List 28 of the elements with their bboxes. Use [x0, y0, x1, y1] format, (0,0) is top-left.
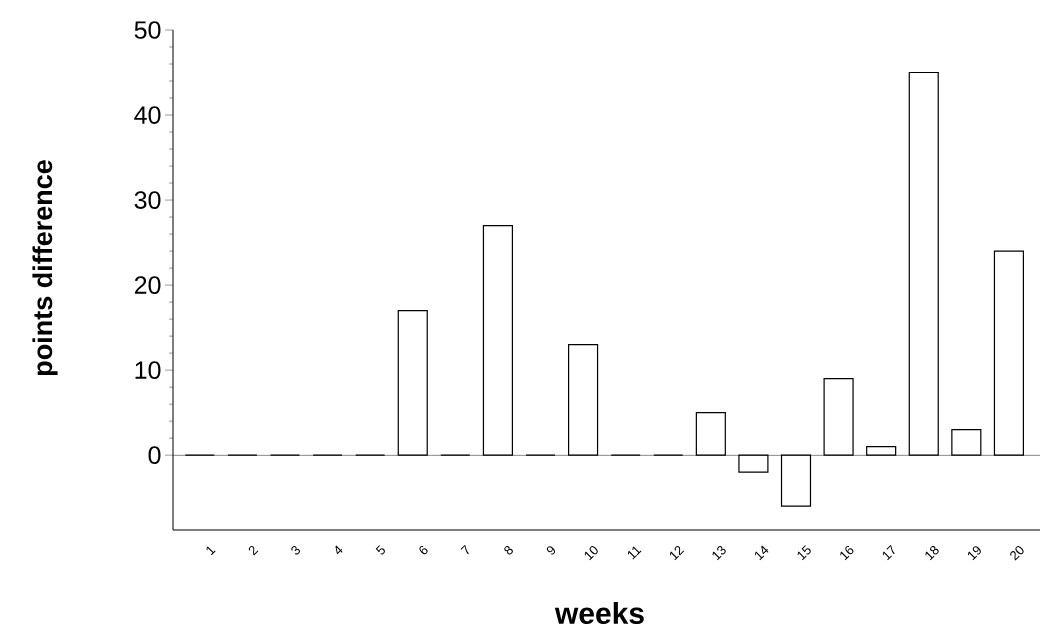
y-tick-label: 40 [134, 106, 161, 124]
x-tick-label: 13 [712, 545, 726, 561]
x-tick-label: 17 [882, 544, 895, 561]
x-tick-label: 6 [419, 545, 428, 555]
x-axis-title: weeks [554, 601, 644, 625]
x-tick-label: 12 [669, 545, 685, 561]
y-tick-label: 10 [135, 361, 161, 379]
x-tick-label: 9 [546, 546, 556, 555]
x-tick-label: 15 [797, 545, 811, 561]
x-tick-label: 16 [840, 545, 854, 561]
y-axis-title: points difference [32, 160, 58, 375]
x-tick-label: 3 [291, 545, 300, 555]
x-tick-label: 4 [335, 545, 343, 555]
x-tick-label: 8 [504, 545, 513, 555]
x-tick-label: 1 [206, 546, 216, 556]
y-tick-label: 30 [134, 191, 161, 209]
x-tick-label: 10 [584, 546, 598, 561]
x-tick-label: 5 [375, 545, 385, 555]
x-tick-label: 11 [627, 546, 642, 560]
x-tick-label: 19 [968, 546, 981, 561]
x-tick-label: 7 [460, 544, 469, 555]
x-tick-label: 2 [248, 545, 259, 556]
y-tick-label: 50 [134, 21, 161, 39]
x-tick-label: 14 [755, 545, 769, 561]
y-tick-label: 0 [148, 446, 161, 465]
y-tick-label: 20 [134, 276, 161, 294]
x-tick-label: 18 [925, 545, 939, 561]
x-tick-label: 20 [1010, 546, 1024, 561]
